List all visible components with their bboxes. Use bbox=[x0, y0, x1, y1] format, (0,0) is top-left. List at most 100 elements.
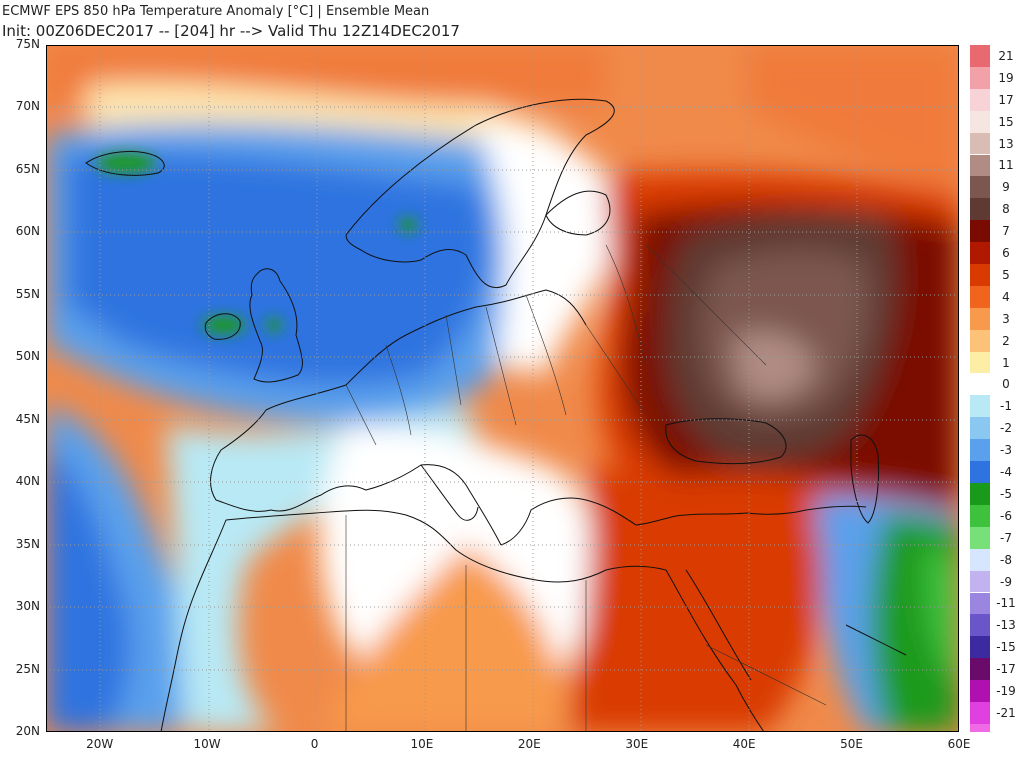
legend-swatch bbox=[970, 395, 990, 418]
legend-label: 2 bbox=[1002, 333, 1010, 348]
legend-label: -9 bbox=[1000, 574, 1012, 589]
legend-label: -8 bbox=[1000, 552, 1012, 567]
legend-label: -2 bbox=[1000, 421, 1012, 436]
legend-swatch bbox=[970, 88, 990, 111]
map-frame bbox=[46, 45, 959, 732]
legend-swatch bbox=[970, 264, 990, 286]
legend-swatch bbox=[970, 110, 990, 133]
legend-row: 19 bbox=[968, 66, 1024, 89]
legend-swatch bbox=[970, 526, 990, 549]
legend-swatch bbox=[970, 132, 990, 155]
legend-row: 17 bbox=[968, 88, 1024, 111]
legend-row: 8 bbox=[968, 198, 1024, 221]
legend-row: 5 bbox=[968, 264, 1024, 286]
legend-label: -15 bbox=[996, 640, 1016, 655]
legend-label: 21 bbox=[998, 48, 1014, 63]
legend-label: -6 bbox=[1000, 508, 1012, 523]
legend-label: -19 bbox=[996, 684, 1016, 699]
legend-label: -5 bbox=[1000, 486, 1012, 501]
legend-row: -4 bbox=[968, 461, 1024, 483]
legend-row: -2 bbox=[968, 417, 1024, 440]
lat-label: 55N bbox=[15, 286, 40, 301]
country-borders bbox=[345, 244, 827, 732]
legend-row: 3 bbox=[968, 307, 1024, 330]
lat-label: 70N bbox=[15, 99, 40, 114]
legend-row: -6 bbox=[968, 504, 1024, 527]
legend-row: -5 bbox=[968, 483, 1024, 505]
lon-label: 30E bbox=[625, 737, 649, 751]
legend-label: 19 bbox=[998, 70, 1014, 85]
legend-swatch bbox=[970, 45, 990, 67]
legend-swatch bbox=[970, 417, 990, 440]
legend-row: -19 bbox=[968, 680, 1024, 702]
legend-label: 15 bbox=[998, 114, 1014, 129]
legend-row: 2 bbox=[968, 329, 1024, 352]
legend-swatch bbox=[970, 680, 990, 702]
legend-row: 11 bbox=[968, 154, 1024, 177]
lat-label: 75N bbox=[15, 37, 40, 51]
lat-label: 60N bbox=[15, 224, 40, 239]
legend-label: -3 bbox=[1000, 443, 1012, 458]
legend-label: -11 bbox=[996, 596, 1016, 611]
legend-row: 7 bbox=[968, 220, 1024, 243]
legend-swatch bbox=[970, 307, 990, 330]
legend-label: -13 bbox=[996, 618, 1016, 633]
legend-label: 5 bbox=[1002, 267, 1010, 282]
legend-label: -7 bbox=[1000, 530, 1012, 545]
legend-swatch bbox=[970, 483, 990, 505]
legend-row: 4 bbox=[968, 285, 1024, 308]
legend-swatch bbox=[970, 154, 990, 177]
legend-label: -4 bbox=[1000, 465, 1012, 480]
legend-row: -13 bbox=[968, 614, 1024, 637]
legend-row: 15 bbox=[968, 110, 1024, 133]
legend-swatch bbox=[970, 176, 990, 199]
legend-label: -21 bbox=[996, 705, 1016, 720]
coastlines bbox=[85, 98, 907, 732]
legend-swatch bbox=[970, 439, 990, 462]
legend-swatch bbox=[970, 66, 990, 89]
legend-label: 7 bbox=[1002, 224, 1010, 239]
lat-label: 40N bbox=[15, 474, 40, 489]
legend-swatch bbox=[970, 636, 990, 659]
lon-label: 20E bbox=[517, 737, 541, 751]
legend-swatch bbox=[970, 548, 990, 571]
legend-row: -1 bbox=[968, 395, 1024, 418]
legend-row: -17 bbox=[968, 658, 1024, 681]
cold-spots bbox=[96, 153, 417, 334]
legend-label: 1 bbox=[1002, 355, 1010, 370]
legend-row: 21 bbox=[968, 45, 1024, 67]
anomaly-field bbox=[46, 45, 959, 732]
legend-label: 0 bbox=[1002, 377, 1010, 392]
map-title: ECMWF EPS 850 hPa Temperature Anomaly [°… bbox=[2, 4, 430, 19]
map-subtitle: Init: 00Z06DEC2017 -- [204] hr --> Valid… bbox=[2, 22, 460, 40]
lat-label: 50N bbox=[15, 349, 40, 364]
lon-label: 10E bbox=[410, 737, 434, 751]
legend-label: -17 bbox=[996, 662, 1016, 677]
lon-label: 0 bbox=[310, 737, 319, 751]
lat-label: 35N bbox=[15, 536, 40, 551]
legend-label: 3 bbox=[1002, 311, 1010, 326]
legend-swatch bbox=[970, 658, 990, 681]
lat-label: 30N bbox=[15, 599, 40, 614]
legend-row: -3 bbox=[968, 439, 1024, 462]
legend-swatch bbox=[970, 570, 990, 593]
legend-label: 11 bbox=[998, 158, 1014, 173]
color-legend: 21 19 17 15 13 11 9 8 7 6 5 4 3 2 1 0 -1 -2 -3 -4 -5 -6 -7 -8 -9… bbox=[968, 45, 1024, 732]
legend-swatch bbox=[970, 592, 990, 615]
lon-label: 60E bbox=[947, 737, 971, 751]
lon-label: 40E bbox=[732, 737, 756, 751]
legend-label: 8 bbox=[1002, 202, 1010, 217]
legend-swatch bbox=[970, 723, 990, 732]
legend-label: 4 bbox=[1002, 289, 1010, 304]
legend-swatch bbox=[970, 614, 990, 637]
legend-label: 9 bbox=[1002, 180, 1010, 195]
lon-label: 10W bbox=[193, 737, 221, 751]
legend-swatch bbox=[970, 461, 990, 483]
legend-row: 0 bbox=[968, 373, 1024, 396]
legend-swatch bbox=[970, 702, 990, 724]
legend-row: 6 bbox=[968, 242, 1024, 264]
legend-row: -11 bbox=[968, 592, 1024, 615]
legend-label: -1 bbox=[1000, 399, 1012, 414]
legend-row: -9 bbox=[968, 570, 1024, 593]
legend-row: -15 bbox=[968, 636, 1024, 659]
